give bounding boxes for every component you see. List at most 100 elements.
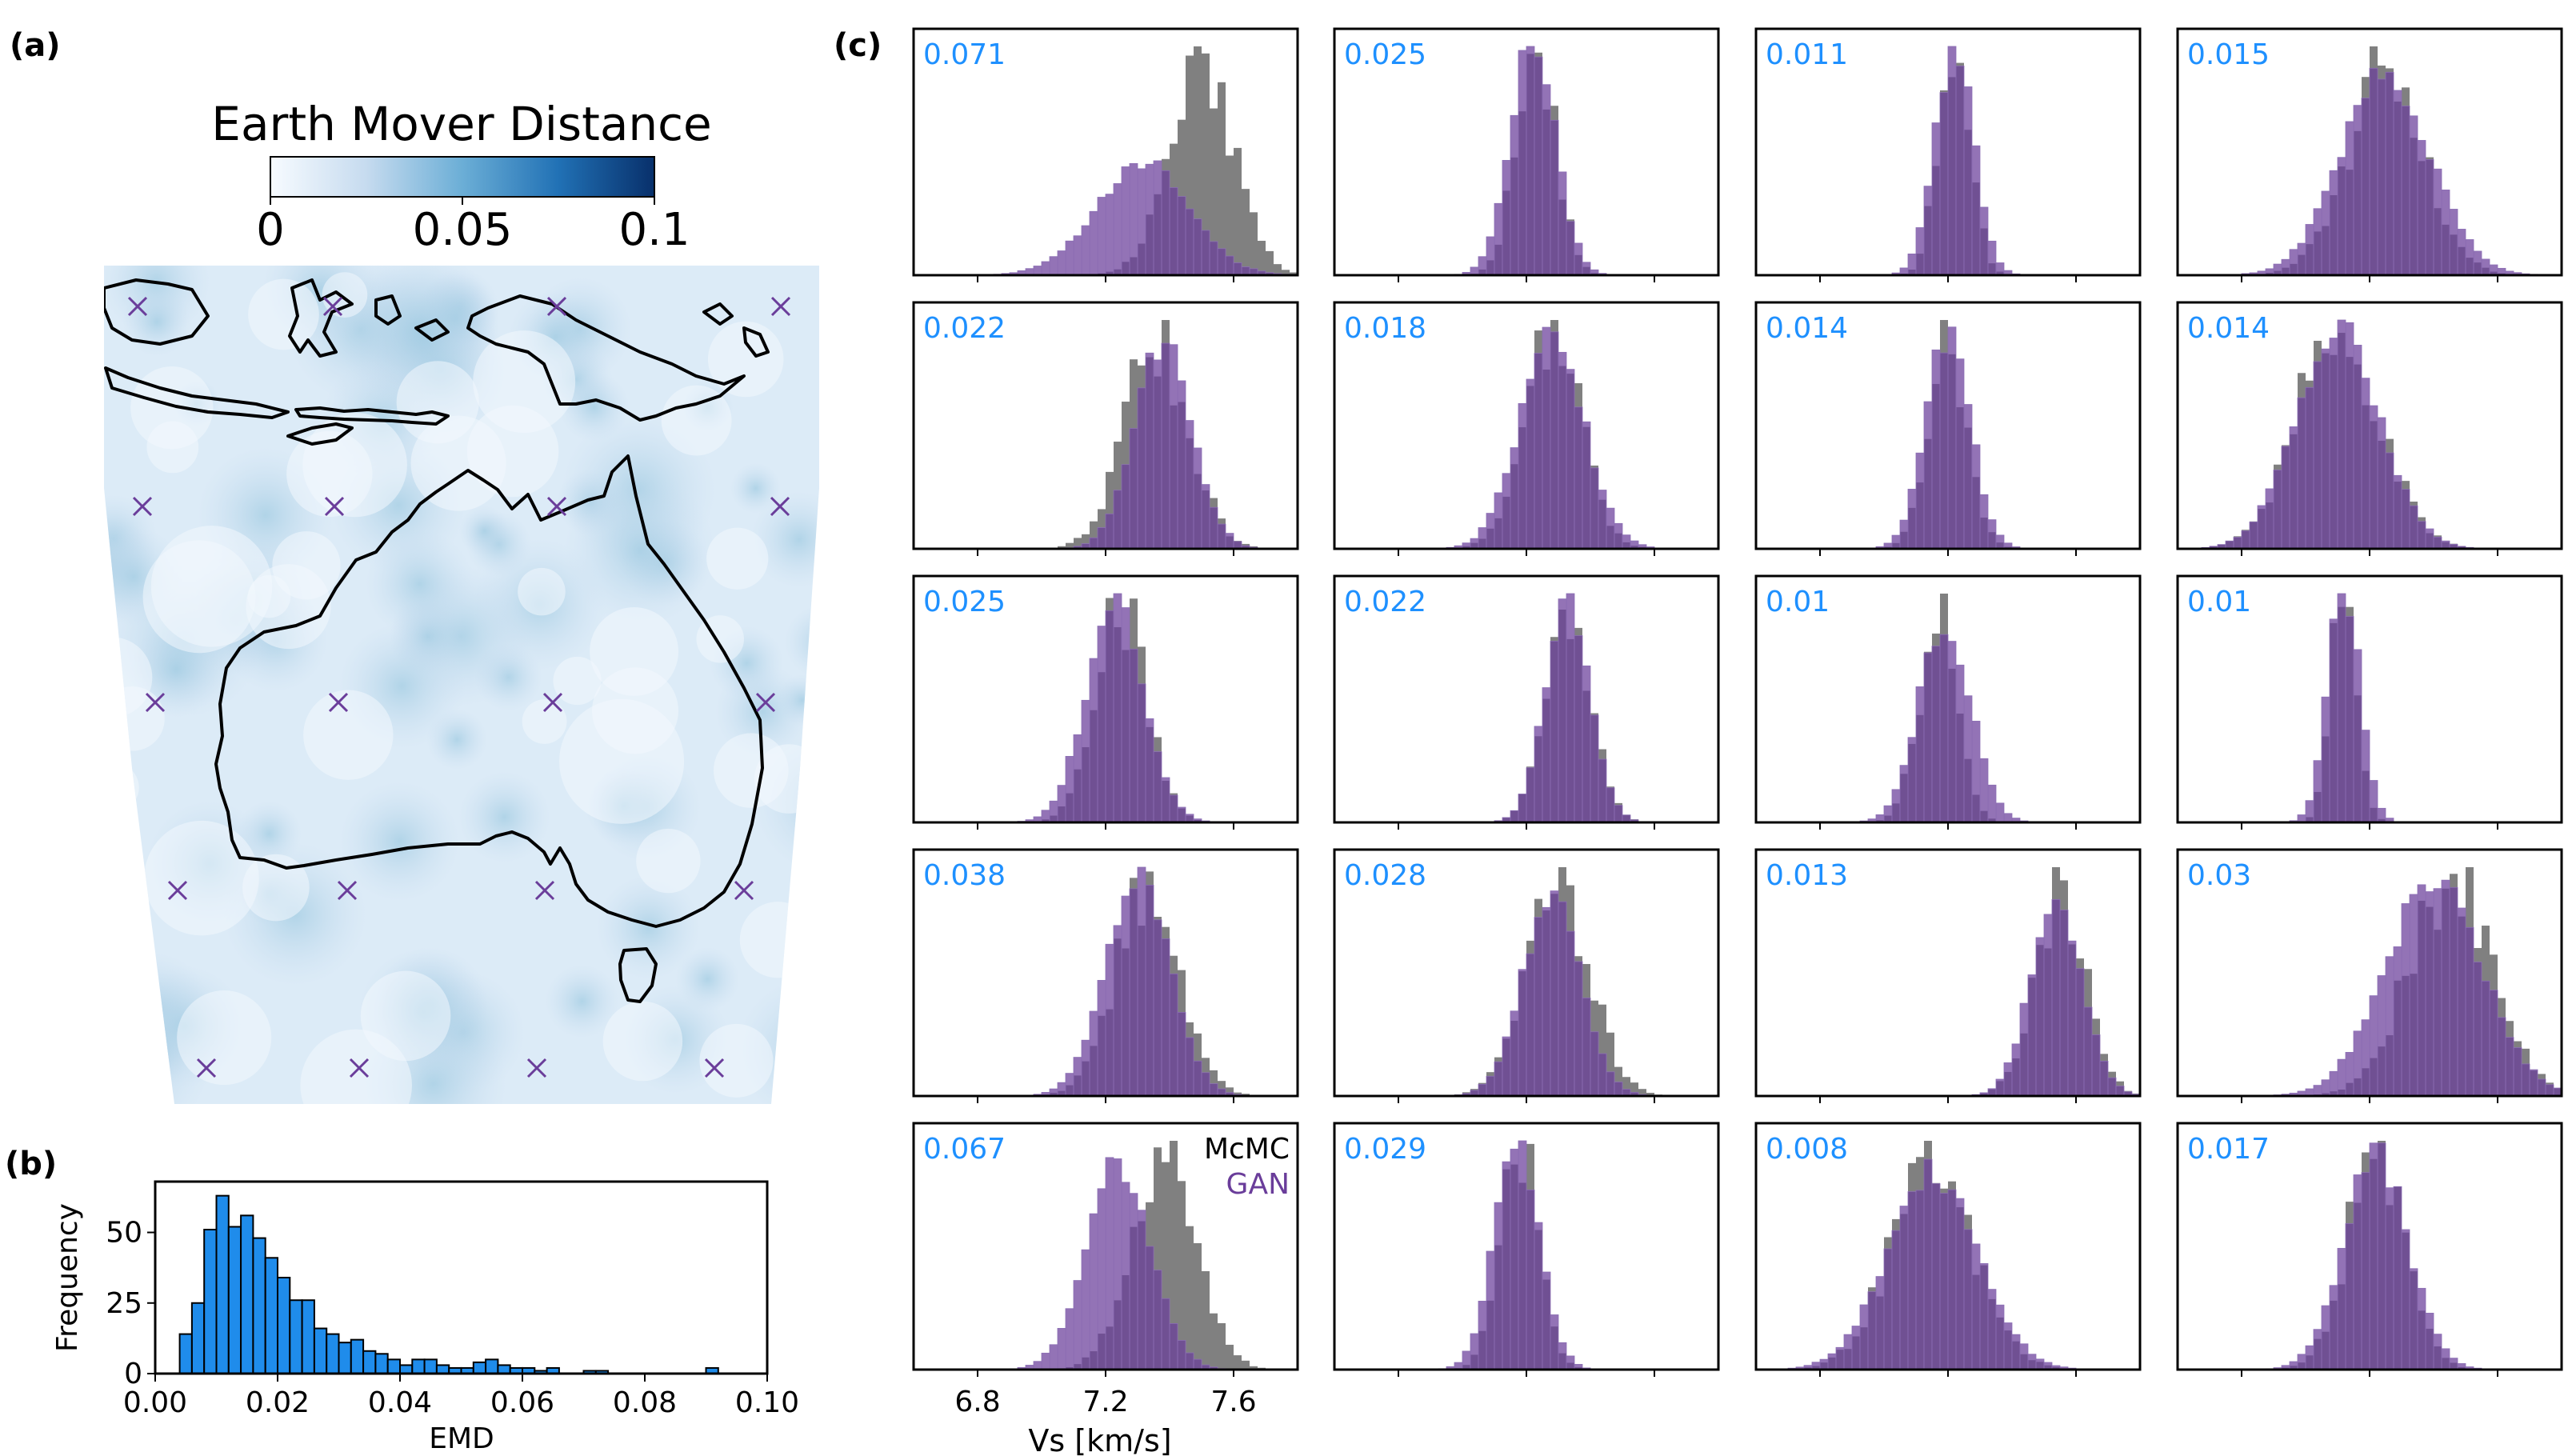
emd-value-label: 0.067	[923, 1133, 1006, 1166]
gan-bar	[2297, 397, 2306, 550]
x-marker-icon	[534, 880, 555, 901]
histogram-bar	[435, 1364, 450, 1374]
gan-bar	[1574, 635, 1583, 823]
gan-bar	[2537, 1078, 2546, 1097]
gan-bar	[1185, 420, 1194, 550]
emd-heatmap-patch	[104, 856, 152, 955]
gan-bar	[1113, 593, 1122, 823]
gan-bar	[2385, 452, 2394, 550]
emd-heatmap-patch	[396, 361, 479, 444]
x-tick-label: 0.08	[613, 1386, 677, 1419]
gan-bar	[1057, 1082, 1066, 1097]
gan-bar	[1534, 726, 1543, 823]
gan-bar	[2361, 730, 2370, 823]
gan-bar	[1550, 1314, 1559, 1370]
gan-bar	[2273, 263, 2282, 276]
emd-heatmap-patch	[706, 527, 769, 590]
gan-bar	[2425, 1312, 2434, 1370]
gan-bar	[1129, 648, 1138, 823]
gan-bar	[1097, 1188, 1106, 1370]
x-tick-label: 7.2	[1082, 1386, 1128, 1418]
gan-bar	[1971, 721, 1981, 823]
mcmc-bar	[1162, 1162, 1170, 1370]
emd-histogram-bars	[178, 1194, 719, 1375]
gan-bar	[2425, 159, 2434, 276]
gan-bar	[2433, 888, 2442, 1097]
gan-bar	[2297, 1354, 2306, 1370]
gan-bar	[1947, 641, 1957, 823]
gan-bar	[1049, 800, 1058, 823]
coastline	[104, 278, 770, 1003]
mcmc-bar	[1210, 1313, 1218, 1370]
gan-bar	[1614, 1082, 1623, 1097]
histogram-bar	[227, 1226, 242, 1374]
mcmc-bar	[1274, 264, 1282, 275]
gan-bar	[1526, 1190, 1535, 1370]
gan-bar	[2297, 242, 2306, 276]
histogram-bar	[386, 1358, 402, 1374]
gan-bar	[2449, 1358, 2458, 1370]
gan-bar	[1502, 1161, 1511, 1370]
gan-bar	[1582, 998, 1591, 1097]
gan-bar	[1907, 737, 1917, 823]
histogram-bar	[411, 1358, 426, 1374]
gan-bar	[2067, 940, 2077, 1097]
gan-bar	[2385, 956, 2394, 1097]
gan-bar	[2377, 975, 2386, 1097]
emd-heatmap-patch	[300, 1029, 412, 1104]
gan-bar	[2529, 1069, 2538, 1097]
gan-bar	[2257, 505, 2266, 550]
x-marker-icon	[770, 496, 790, 517]
gan-bar	[2321, 190, 2330, 276]
gan-bar	[2313, 208, 2322, 276]
gan-bar	[1177, 196, 1186, 276]
gan-bar	[1947, 326, 1957, 550]
emd-heatmap-patch	[339, 781, 460, 902]
coastline-lesser-sunda	[294, 406, 450, 426]
gan-bar	[1113, 1158, 1122, 1370]
gan-bar	[1939, 92, 1949, 276]
gan-bar	[2361, 1019, 2370, 1097]
gan-bar	[2369, 995, 2378, 1097]
gan-bar	[1510, 447, 1519, 550]
emd-heatmap-patch	[792, 790, 819, 856]
gan-bar	[2369, 780, 2378, 823]
coastline-new-guinea	[466, 294, 746, 422]
gan-bar	[1137, 1210, 1146, 1370]
gan-bar	[2043, 914, 2053, 1097]
gan-bar	[1510, 1148, 1519, 1370]
gan-bar	[1145, 718, 1154, 823]
gan-bar	[1153, 160, 1162, 276]
mcmc-bar	[1282, 270, 1290, 275]
emd-heatmap-patch	[458, 771, 550, 863]
gan-bar	[1995, 1304, 2005, 1370]
gan-bar	[1129, 162, 1138, 276]
emd-value-label: 0.015	[2187, 38, 2270, 71]
gan-bar	[2449, 886, 2458, 1097]
gan-bar	[1502, 160, 1511, 276]
histogram-bar	[326, 1333, 340, 1375]
gan-bar	[1137, 387, 1146, 550]
gan-bar	[1987, 240, 1997, 276]
mcmc-bar	[1194, 1242, 1202, 1370]
coastline-timor	[286, 422, 354, 446]
gan-bar	[2473, 962, 2482, 1097]
x-marker-icon	[337, 880, 358, 901]
gan-bar	[1153, 919, 1162, 1097]
gan-bar	[1542, 84, 1551, 276]
emd-histogram-xlabel: EMD	[429, 1422, 494, 1455]
gan-bar	[1590, 467, 1599, 550]
gan-bar	[1169, 187, 1178, 276]
gan-bar	[1939, 1193, 1949, 1370]
histogram-bar	[399, 1364, 414, 1374]
mcmc-bar	[1106, 471, 1114, 549]
gan-bar	[1923, 186, 1933, 276]
gan-bar	[1494, 202, 1503, 276]
gan-bar	[1558, 598, 1567, 823]
emd-heatmap-patch	[522, 699, 567, 744]
gan-bar	[2465, 926, 2474, 1097]
gan-bar	[2521, 1063, 2530, 1097]
gan-bar	[1486, 1250, 1495, 1370]
mcmc-bar	[1210, 108, 1218, 275]
gan-bar	[2377, 1142, 2386, 1370]
